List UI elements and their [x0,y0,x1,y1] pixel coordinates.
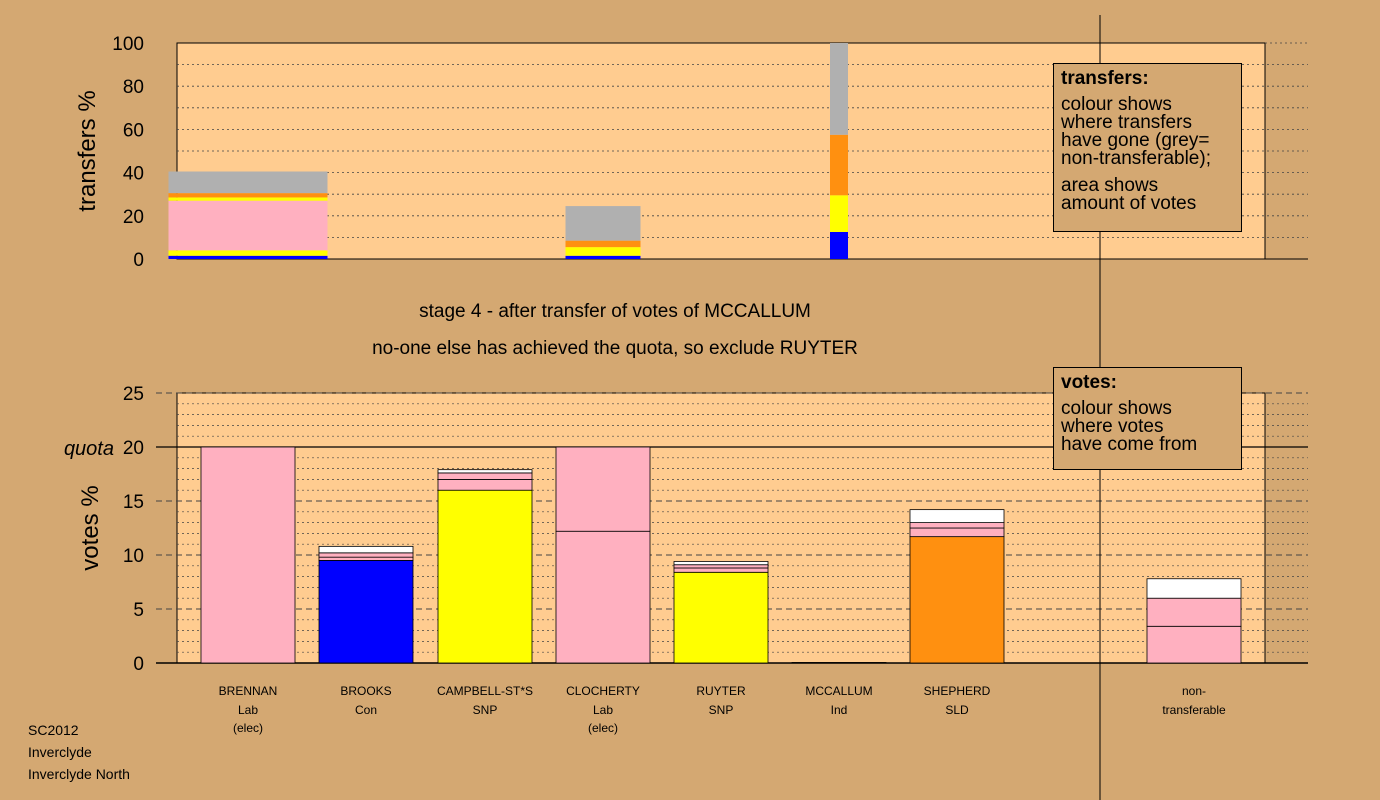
candidate-name: CLOCHERTY [566,684,640,698]
vote-segment-brooks [318,545,414,554]
transfer-segment-clocherty [565,247,641,256]
vote-segment-ruyter [673,571,769,664]
vote-segment-clocherty [555,530,651,664]
transfer-segment-mccallum [830,232,848,259]
vote-segment-brennan [200,446,296,664]
ward-label: Inverclyde North [28,766,130,782]
vote-segment-campbell-st*s [437,489,533,664]
transfers-tick-label: 0 [133,250,144,271]
vote-segment-campbell-st*s [437,469,533,474]
candidate-party: SNP [473,703,498,717]
candidate-name: RUYTER [696,684,746,698]
transfer-segment-brennan [168,197,328,201]
candidate-status: (elec) [233,721,263,735]
transfer-segment-mccallum [830,43,848,135]
candidate-party: transferable [1162,703,1226,717]
vote-segment-ruyter [673,561,769,566]
transfers-legend-title: transfers: [1061,68,1149,89]
transfer-segment-brennan [168,171,328,194]
transfer-segment-brennan [168,255,328,259]
vote-segment-shepherd [909,536,1005,664]
transfers-tick-label: 100 [112,34,144,55]
candidate-status: (elec) [588,721,618,735]
vote-segment-non-transferable [1146,625,1242,664]
transfers-legend: transfers: colour shows where transfers … [1053,63,1242,232]
candidate-party: Lab [593,703,613,717]
transfers-legend-line: amount of votes [1061,193,1197,214]
candidate-name: BRENNAN [219,684,278,698]
vote-segment-clocherty [555,446,651,532]
vote-segment-shepherd [909,527,1005,538]
vote-segment-non-transferable [1146,597,1242,627]
candidate-party: SLD [945,703,969,717]
votes-tick-label: 20 [123,438,144,459]
vote-segment-brooks [318,552,414,558]
transfers-legend-line: area shows [1061,175,1159,196]
votes-legend-line: where votes [1061,416,1164,437]
vote-segment-shepherd [909,509,1005,524]
votes-legend-line: colour shows [1061,398,1172,419]
vote-segment-brooks [318,556,414,561]
transfer-segment-clocherty [565,240,641,248]
vote-segment-shepherd [909,522,1005,529]
election-label: SC2012 [28,722,79,738]
vote-segment-ruyter [673,567,769,573]
vote-segment-mccallum [791,662,887,664]
vote-segment-non-transferable [1146,578,1242,599]
votes-legend-title: votes: [1061,372,1117,393]
stage-title: stage 4 - after transfer of votes of MCC… [419,301,811,322]
transfer-segment-mccallum [830,134,848,196]
transfer-segment-clocherty [565,255,641,259]
vote-segment-campbell-st*s [437,478,533,491]
footer-info: SC2012 Inverclyde Inverclyde North [28,719,130,785]
transfers-legend-line: non-transferable); [1061,148,1211,169]
transfers-tick-label: 60 [123,120,144,141]
transfers-legend-line: where transfers [1061,112,1192,133]
transfers-legend-line: colour shows [1061,94,1172,115]
votes-legend: votes: colour shows where votes have com… [1053,367,1242,470]
candidate-name: BROOKS [340,684,391,698]
candidate-party: Lab [238,703,258,717]
transfers-tick-label: 40 [123,164,144,185]
quota-label: quota [64,438,114,460]
votes-axis-label: votes % [77,485,104,570]
votes-legend-line: have come from [1061,434,1198,455]
vote-segment-brooks [318,560,414,664]
stage-subtitle: no-one else has achieved the quota, so e… [372,338,858,359]
candidate-party: SNP [709,703,734,717]
transfer-segment-brennan [168,200,328,251]
votes-tick-label: 25 [123,384,144,405]
transfer-segment-clocherty [565,206,641,241]
transfer-segment-mccallum [830,195,848,232]
council-label: Inverclyde [28,744,92,760]
transfers-axis-label: transfers % [74,90,101,211]
candidate-party: Ind [831,703,848,717]
transfers-legend-line: have gone (grey= [1061,130,1210,151]
votes-tick-label: 0 [133,654,144,675]
candidate-name: SHEPHERD [924,684,991,698]
candidate-party: Con [355,703,377,717]
candidate-name: MCCALLUM [805,684,872,698]
votes-tick-label: 15 [123,492,144,513]
candidate-name: non- [1182,684,1206,698]
transfer-segment-brennan [168,193,328,198]
votes-tick-label: 10 [123,546,144,567]
vote-segment-ruyter [673,564,769,569]
vote-segment-campbell-st*s [437,472,533,480]
transfer-segment-brennan [168,250,328,256]
transfers-tick-label: 80 [123,77,144,98]
votes-tick-label: 5 [133,600,144,621]
candidate-name: CAMPBELL-ST*S [437,684,533,698]
transfers-tick-label: 20 [123,207,144,228]
